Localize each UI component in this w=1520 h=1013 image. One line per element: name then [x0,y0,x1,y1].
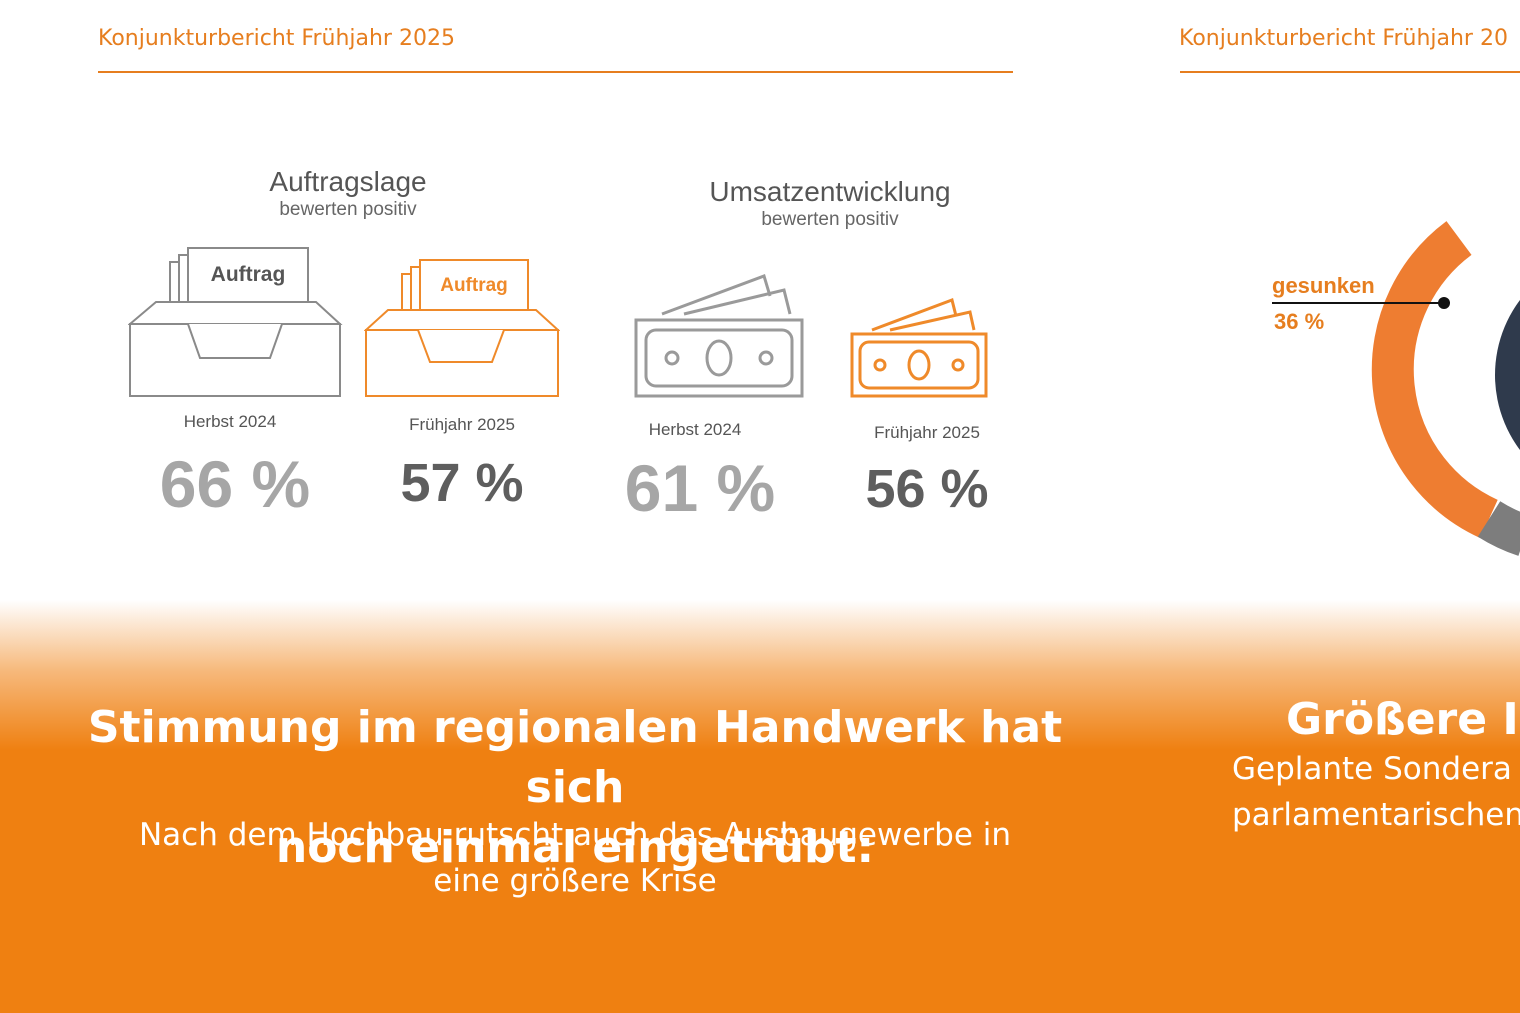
header-divider [1180,71,1520,73]
slide-current: Konjunkturbericht Frühjahr 2025 Auftrags… [60,26,1090,904]
period-label: Herbst 2024 [648,420,742,439]
section-title: Umsatzentwicklung [709,176,951,207]
subheadline-line: eine größere Krise [433,863,717,899]
percent-value: 57 % [400,453,524,513]
report-header: Konjunkturbericht Frühjahr 2025 [98,26,455,51]
period-label: Herbst 2024 [183,412,277,431]
subheadline: Nach dem Hochbau rutscht auch das Ausbau… [60,812,1090,904]
headline-line: noch einmal eingetrübt: [275,822,875,873]
donut-label: gesunken [1272,273,1375,298]
period-label: Frühjahr 2025 [409,415,515,434]
percent-value: 56 % [865,459,989,519]
donut-segment-gesunken [1371,221,1499,539]
orange-banner-background [0,600,1520,1013]
period-label: Frühjahr 2025 [874,423,980,442]
banknotes-icon [634,274,804,398]
slide-next-preview[interactable]: Konjunkturbericht Frühjahr 20 gesunken 3… [1110,0,1520,1013]
subheadline-line: parlamentarischen [1232,797,1520,833]
percent-value: 66 % [159,447,311,521]
donut-value: 36 % [1274,309,1325,334]
card-label: Auftrag [440,275,508,296]
section-subtitle: bewerten positiv [761,209,899,230]
umsatz-title-block: Umsatzentwicklung bewerten positiv [690,176,970,232]
auftragslage-title-block: Auftragslage bewerten positiv [218,166,478,222]
header-divider [98,71,1013,73]
subheadline: Geplante Sondera parlamentarischen [1232,746,1520,838]
order-tray-icon: Auftrag [364,259,560,397]
subheadline-line: Geplante Sondera [1232,751,1512,787]
donut-leader-dot [1438,297,1450,309]
section-subtitle: bewerten positiv [279,199,417,220]
order-tray-icon: Auftrag [128,247,343,397]
headline: Größere Inv [1286,694,1520,745]
percent-value: 61 % [624,451,776,525]
banknotes-icon [850,298,988,398]
donut-center [1495,300,1520,450]
headline: Stimmung im regionalen Handwerk hat sich… [60,698,1090,878]
donut-chart [1272,221,1520,556]
headline-line: Stimmung im regionalen Handwerk hat sich [87,702,1063,813]
donut-segment-gray [1477,500,1520,556]
report-header: Konjunkturbericht Frühjahr 20 [1179,26,1508,51]
card-label: Auftrag [211,263,286,286]
subheadline-line: Nach dem Hochbau rutscht auch das Ausbau… [138,817,1012,853]
section-title: Auftragslage [269,166,427,197]
